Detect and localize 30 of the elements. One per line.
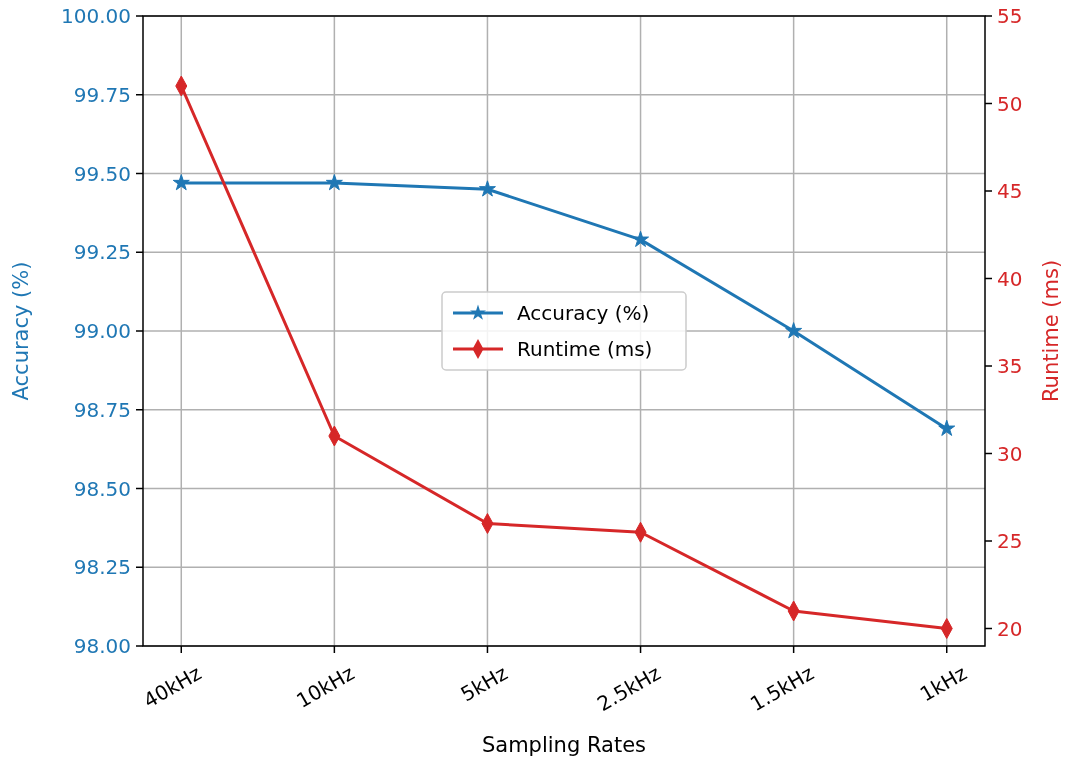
x-tick-label: 1kHz <box>915 660 971 707</box>
y-tick-label: 99.75 <box>73 82 131 107</box>
legend-label: Accuracy (%) <box>517 301 650 325</box>
point <box>632 230 650 247</box>
y-tick-label: 98.75 <box>73 397 131 422</box>
y2-tick-label: 25 <box>997 529 1023 553</box>
y2-tick-label: 30 <box>997 441 1023 466</box>
y-tick-label: 100.00 <box>61 4 131 28</box>
y-tick-label: 99.25 <box>73 240 131 265</box>
y2-tick-label: 40 <box>997 266 1023 291</box>
y-tick-label: 99.50 <box>73 161 131 186</box>
y-tick-label: 99.00 <box>73 319 131 343</box>
y2-tick-label: 55 <box>997 4 1023 28</box>
point <box>785 322 803 339</box>
y-tick-label: 98.50 <box>73 476 131 501</box>
point <box>938 419 956 436</box>
y2-tick-label: 50 <box>997 91 1023 116</box>
legend-label: Runtime (ms) <box>517 337 653 361</box>
y-tick-label: 98.25 <box>73 555 131 580</box>
y2-axis-title: Runtime (ms) <box>1039 259 1063 403</box>
x-axis-title: Sampling Rates <box>481 733 647 757</box>
point <box>172 174 190 191</box>
x-tick-label: 5kHz <box>456 660 512 707</box>
y2-tick-label: 45 <box>997 179 1023 203</box>
y2-tick-label: 35 <box>997 354 1023 378</box>
point <box>325 174 343 191</box>
point <box>478 180 496 197</box>
y-tick-label: 98.00 <box>73 634 131 658</box>
y2-tick-label: 20 <box>997 616 1023 641</box>
y-axis-title: Accuracy (%) <box>9 261 33 401</box>
